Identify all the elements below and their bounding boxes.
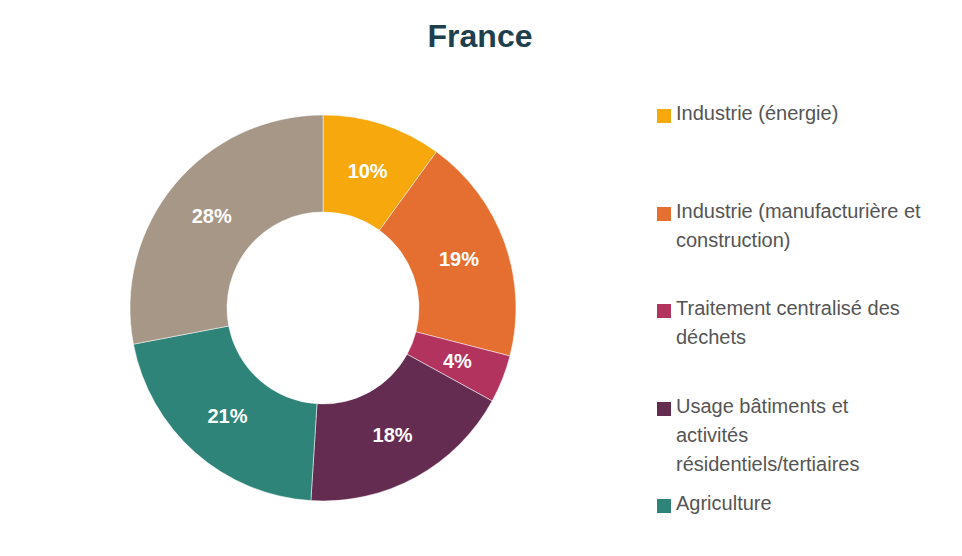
legend-item: Agriculture	[657, 494, 947, 518]
legend-swatch	[657, 402, 671, 416]
legend-label: Industrie (manufacturière et constructio…	[676, 197, 926, 255]
data-label: 19%	[439, 248, 479, 270]
donut-slice	[130, 115, 323, 344]
data-label: 21%	[207, 405, 247, 427]
slices	[130, 115, 516, 501]
legend-item: Usage bâtiments et activités résidentiel…	[657, 397, 947, 479]
data-label: 28%	[192, 205, 232, 227]
donut-slice	[311, 354, 492, 501]
data-labels: 10% 19% 4% 18% 21% 28%	[192, 160, 480, 446]
chart-page: France 10% 19% 4% 18% 21% 28% Industrie (énerg…	[0, 0, 962, 556]
donut-slice	[133, 326, 317, 501]
donut-slice	[379, 152, 516, 356]
legend-label: Agriculture	[676, 489, 926, 518]
chart-title: France	[428, 18, 533, 54]
legend-label: Industrie (énergie)	[676, 99, 926, 128]
legend-swatch	[657, 109, 671, 123]
legend-item: Industrie (manufacturière et constructio…	[657, 202, 947, 255]
data-label: 4%	[443, 350, 472, 372]
legend-item: Traitement centralisé des déchets	[657, 299, 947, 352]
legend-label: Traitement centralisé des déchets	[676, 294, 926, 352]
data-label: 18%	[373, 424, 413, 446]
data-label: 10%	[348, 160, 388, 182]
legend-item: Industrie (énergie)	[657, 104, 947, 128]
legend-swatch	[657, 207, 671, 221]
legend-swatch	[657, 304, 671, 318]
legend-label: Usage bâtiments et activités résidentiel…	[676, 392, 926, 479]
legend-swatch	[657, 499, 671, 513]
